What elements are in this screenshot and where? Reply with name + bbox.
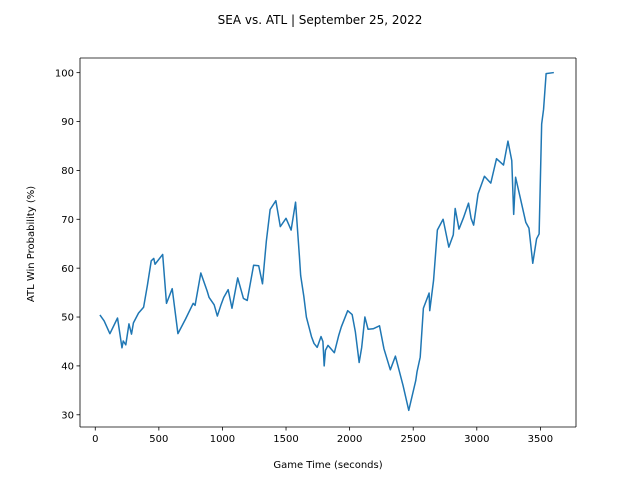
x-axis-label: Game Time (seconds)	[273, 460, 382, 471]
series-line-1	[99, 71, 554, 412]
y-tick-label-100: 100	[55, 68, 74, 79]
y-tick-label-50: 50	[61, 313, 74, 324]
x-tick-label-3000: 3000	[464, 434, 489, 445]
x-tick-label-1000: 1000	[210, 434, 235, 445]
chart-title: SEA vs. ATL | September 25, 2022	[218, 13, 423, 27]
x-tick-label-2000: 2000	[337, 434, 362, 445]
x-tick-label-2500: 2500	[400, 434, 425, 445]
x-tick-label-0: 0	[92, 434, 98, 445]
y-tick-label-80: 80	[61, 166, 74, 177]
y-tick-label-70: 70	[61, 215, 74, 226]
x-tick-label-500: 500	[149, 434, 168, 445]
y-tick-label-90: 90	[61, 117, 74, 128]
y-axis-label: ATL Win Probability (%)	[26, 186, 37, 302]
y-tick-label-40: 40	[61, 362, 74, 373]
y-tick-label-30: 30	[61, 410, 74, 421]
x-tick-label-1500: 1500	[273, 434, 298, 445]
y-tick-label-60: 60	[61, 264, 74, 275]
plot-area: 0 500 1000 1500 2000 2500 3000 3500 30 40 50 60 70 80…	[55, 57, 577, 445]
x-tick-label-3500: 3500	[528, 434, 553, 445]
